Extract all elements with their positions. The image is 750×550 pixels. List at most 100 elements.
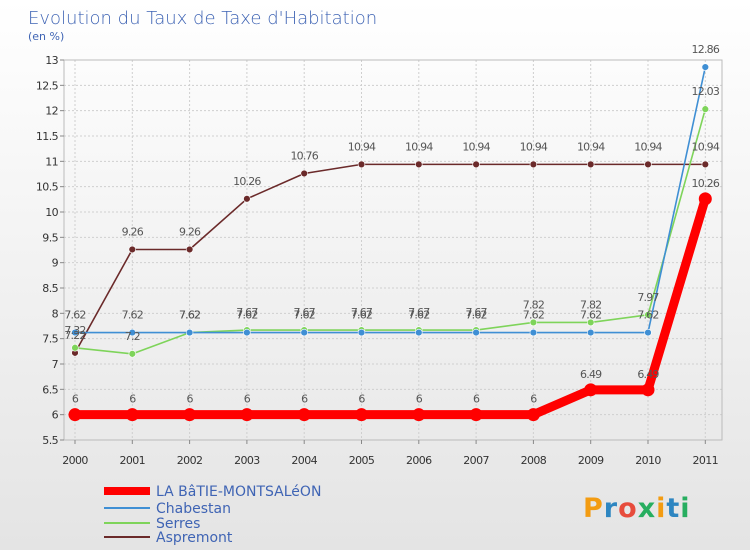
y-tick-label: 6.5 <box>42 383 58 396</box>
data-point <box>243 328 251 337</box>
svg-text:Proxiti: Proxiti <box>583 493 691 524</box>
plot-frame <box>63 59 723 441</box>
y-tick-label: 9.5 <box>42 231 58 244</box>
data-point <box>128 350 137 358</box>
y-tick-label: 7 <box>52 358 59 371</box>
y-tick-label: 8.5 <box>42 282 58 295</box>
data-label: 7.67 <box>236 306 258 319</box>
y-tick-label: 5.5 <box>42 434 58 447</box>
x-tick-label: 2009 <box>578 454 604 467</box>
data-point <box>357 328 366 337</box>
data-label: 10.94 <box>348 140 376 153</box>
data-point <box>701 160 709 169</box>
data-label: 7.62 <box>122 309 143 322</box>
series-line <box>74 163 707 354</box>
data-point <box>641 383 655 397</box>
data-point <box>415 328 423 337</box>
data-label: 10.76 <box>290 149 318 162</box>
data-label: 7.67 <box>408 306 430 319</box>
data-point <box>71 328 79 337</box>
data-point <box>128 328 137 337</box>
data-point <box>412 408 426 422</box>
chart-title: Evolution du Taux de Taxe d'Habitation <box>28 8 377 29</box>
x-tick-label: 2002 <box>177 454 203 467</box>
data-point <box>586 160 595 169</box>
data-label: 6 <box>72 393 79 406</box>
data-point <box>128 245 137 254</box>
legend-label: LA BâTIE-MONTSALéON <box>156 484 321 500</box>
data-label: 7.82 <box>523 298 544 311</box>
x-tick-label: 2010 <box>635 454 661 467</box>
data-point <box>529 328 538 337</box>
data-label: 9.26 <box>179 225 201 238</box>
legend-label: Aspremont <box>156 530 233 546</box>
legend-label: Chabestan <box>156 501 231 517</box>
data-label: 6 <box>416 393 423 406</box>
data-label: 10.26 <box>233 175 261 188</box>
data-label: 6 <box>129 393 136 406</box>
data-label: 10.94 <box>520 140 548 153</box>
data-point <box>183 408 197 422</box>
data-point <box>586 318 595 327</box>
data-label: 10.94 <box>462 140 490 153</box>
y-tick-label: 9 <box>52 257 59 270</box>
data-point <box>584 383 598 397</box>
series-line <box>70 194 710 420</box>
data-point <box>644 328 652 337</box>
data-label: 10.94 <box>405 140 433 153</box>
data-point <box>68 408 82 422</box>
x-tick-label: 2011 <box>692 454 718 467</box>
data-label: 7.62 <box>179 309 200 322</box>
x-tick-label: 2003 <box>234 454 260 467</box>
data-point <box>472 160 480 169</box>
data-label: 7.82 <box>580 298 601 311</box>
series-line <box>74 108 707 355</box>
series-1 <box>68 192 712 422</box>
data-point <box>415 160 423 169</box>
y-tick-label: 6 <box>52 409 59 422</box>
x-tick-label: 2004 <box>291 454 317 467</box>
data-point <box>300 328 308 337</box>
data-point <box>300 169 308 178</box>
x-tick-label: 2006 <box>406 454 432 467</box>
data-label: 12.86 <box>692 43 720 56</box>
data-label: 6 <box>358 393 365 406</box>
y-tick-label: 7.5 <box>42 333 58 346</box>
x-tick-labels: 2000 2001 2002 2003 2004 2005 2006 2007 2008 2009… <box>62 454 719 467</box>
x-tick-label: 2000 <box>62 454 88 467</box>
data-point <box>357 160 366 169</box>
data-label: 6 <box>301 393 308 406</box>
data-label: 7.62 <box>465 309 486 322</box>
y-tick-label: 12.5 <box>36 79 59 92</box>
data-label: 7.22 <box>64 329 85 342</box>
data-point <box>526 408 540 422</box>
legend: LA BâTIE-MONTSALéONChabestanSerresAsprem… <box>104 484 321 546</box>
data-point <box>469 408 483 422</box>
data-label: 6.49 <box>637 368 659 381</box>
data-point <box>701 63 709 71</box>
data-point <box>71 344 79 352</box>
data-label: 7.32 <box>64 324 85 337</box>
axes <box>60 59 723 444</box>
data-label: 7.62 <box>294 309 315 322</box>
legend-label: Serres <box>156 516 200 532</box>
x-tick-label: 2007 <box>463 454 489 467</box>
data-label: 10.26 <box>692 177 720 190</box>
data-point <box>701 105 709 113</box>
series-4 <box>71 160 709 357</box>
x-tick-label: 2001 <box>119 454 145 467</box>
proxiti-logo: Proxiti <box>583 493 691 524</box>
data-point <box>243 195 251 203</box>
data-label: 7.67 <box>351 306 373 319</box>
data-label: 7.62 <box>580 309 601 322</box>
data-label: 10.94 <box>634 140 662 153</box>
data-label: 7.67 <box>465 306 487 319</box>
x-tick-label: 2008 <box>521 454 547 467</box>
series-2 <box>71 63 709 337</box>
data-point <box>185 328 194 337</box>
data-label: 7.62 <box>179 309 200 322</box>
data-label: 10.94 <box>577 140 605 153</box>
data-label: 7.62 <box>523 309 544 322</box>
